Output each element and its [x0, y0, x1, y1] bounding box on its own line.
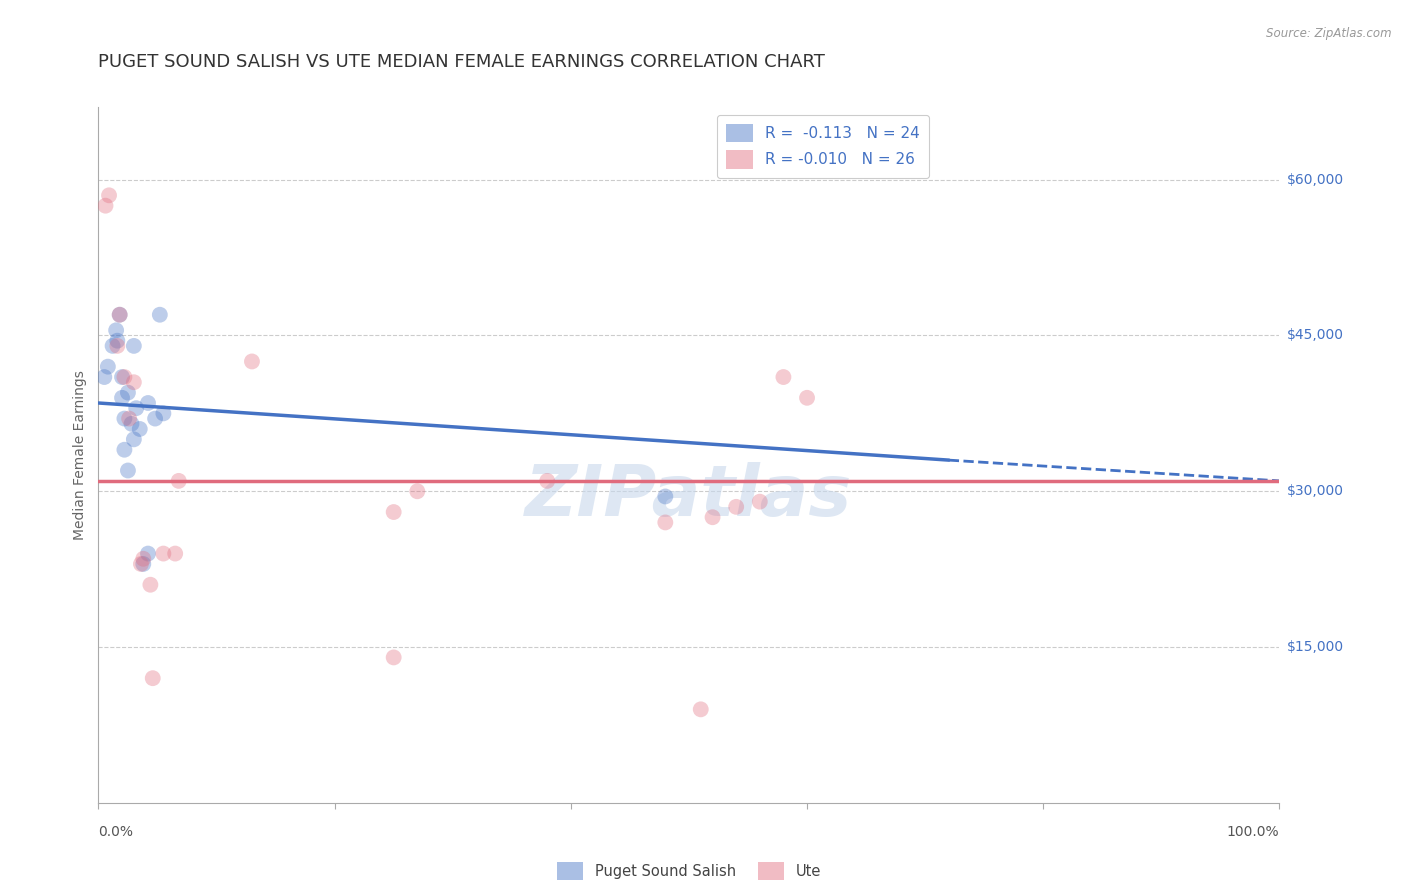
Point	[111, 391, 134, 405]
Point	[136, 396, 159, 410]
Point	[105, 339, 128, 353]
Point	[117, 385, 139, 400]
Point	[536, 474, 558, 488]
Point	[111, 370, 134, 384]
Point	[152, 547, 174, 561]
Point	[132, 551, 155, 566]
Point	[122, 339, 145, 353]
Point	[772, 370, 794, 384]
Point	[654, 490, 676, 504]
Text: $45,000: $45,000	[1286, 328, 1344, 343]
Point	[97, 359, 120, 374]
Point	[152, 406, 174, 420]
Point	[105, 334, 128, 348]
Point	[117, 463, 139, 477]
Point	[129, 557, 152, 571]
Text: PUGET SOUND SALISH VS UTE MEDIAN FEMALE EARNINGS CORRELATION CHART: PUGET SOUND SALISH VS UTE MEDIAN FEMALE …	[98, 54, 825, 71]
Point	[98, 188, 121, 202]
Point	[132, 557, 155, 571]
Text: Source: ZipAtlas.com: Source: ZipAtlas.com	[1267, 27, 1392, 40]
Legend: Puget Sound Salish, Ute: Puget Sound Salish, Ute	[551, 856, 827, 886]
Point	[796, 391, 818, 405]
Point	[240, 354, 263, 368]
Point	[112, 411, 135, 425]
Text: ZIPatlas: ZIPatlas	[526, 462, 852, 531]
Point	[748, 494, 770, 508]
Point	[406, 484, 429, 499]
Text: $60,000: $60,000	[1286, 173, 1344, 186]
Y-axis label: Median Female Earnings: Median Female Earnings	[73, 370, 87, 540]
Point	[725, 500, 748, 514]
Point	[101, 339, 124, 353]
Text: 100.0%: 100.0%	[1227, 825, 1279, 839]
Point	[122, 433, 145, 447]
Point	[121, 417, 143, 431]
Point	[112, 370, 135, 384]
Point	[128, 422, 150, 436]
Point	[108, 308, 131, 322]
Point	[108, 308, 131, 322]
Point	[136, 547, 159, 561]
Point	[689, 702, 711, 716]
Point	[139, 578, 162, 592]
Point	[125, 401, 148, 416]
Point	[112, 442, 135, 457]
Text: 0.0%: 0.0%	[98, 825, 134, 839]
Point	[94, 199, 117, 213]
Point	[143, 411, 166, 425]
Point	[382, 505, 405, 519]
Point	[105, 323, 128, 337]
Point	[167, 474, 190, 488]
Point	[122, 376, 145, 390]
Point	[93, 370, 115, 384]
Text: $30,000: $30,000	[1286, 484, 1344, 499]
Point	[702, 510, 724, 524]
Point	[118, 411, 141, 425]
Point	[149, 308, 172, 322]
Text: $15,000: $15,000	[1286, 640, 1344, 654]
Point	[165, 547, 187, 561]
Point	[382, 650, 405, 665]
Point	[654, 516, 676, 530]
Point	[142, 671, 165, 685]
